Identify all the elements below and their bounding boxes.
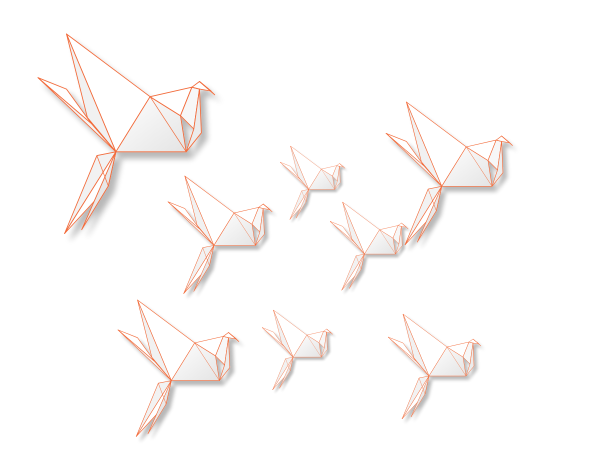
bird-flock (37, 33, 513, 437)
origami-bird (37, 33, 216, 234)
origami-bird (261, 309, 333, 390)
origami-bird (117, 299, 240, 437)
origami-bird (329, 201, 409, 291)
origami-bird (167, 175, 273, 294)
origami-bird (279, 145, 346, 220)
origami-bird (385, 101, 513, 246)
origami-bird (387, 313, 482, 420)
